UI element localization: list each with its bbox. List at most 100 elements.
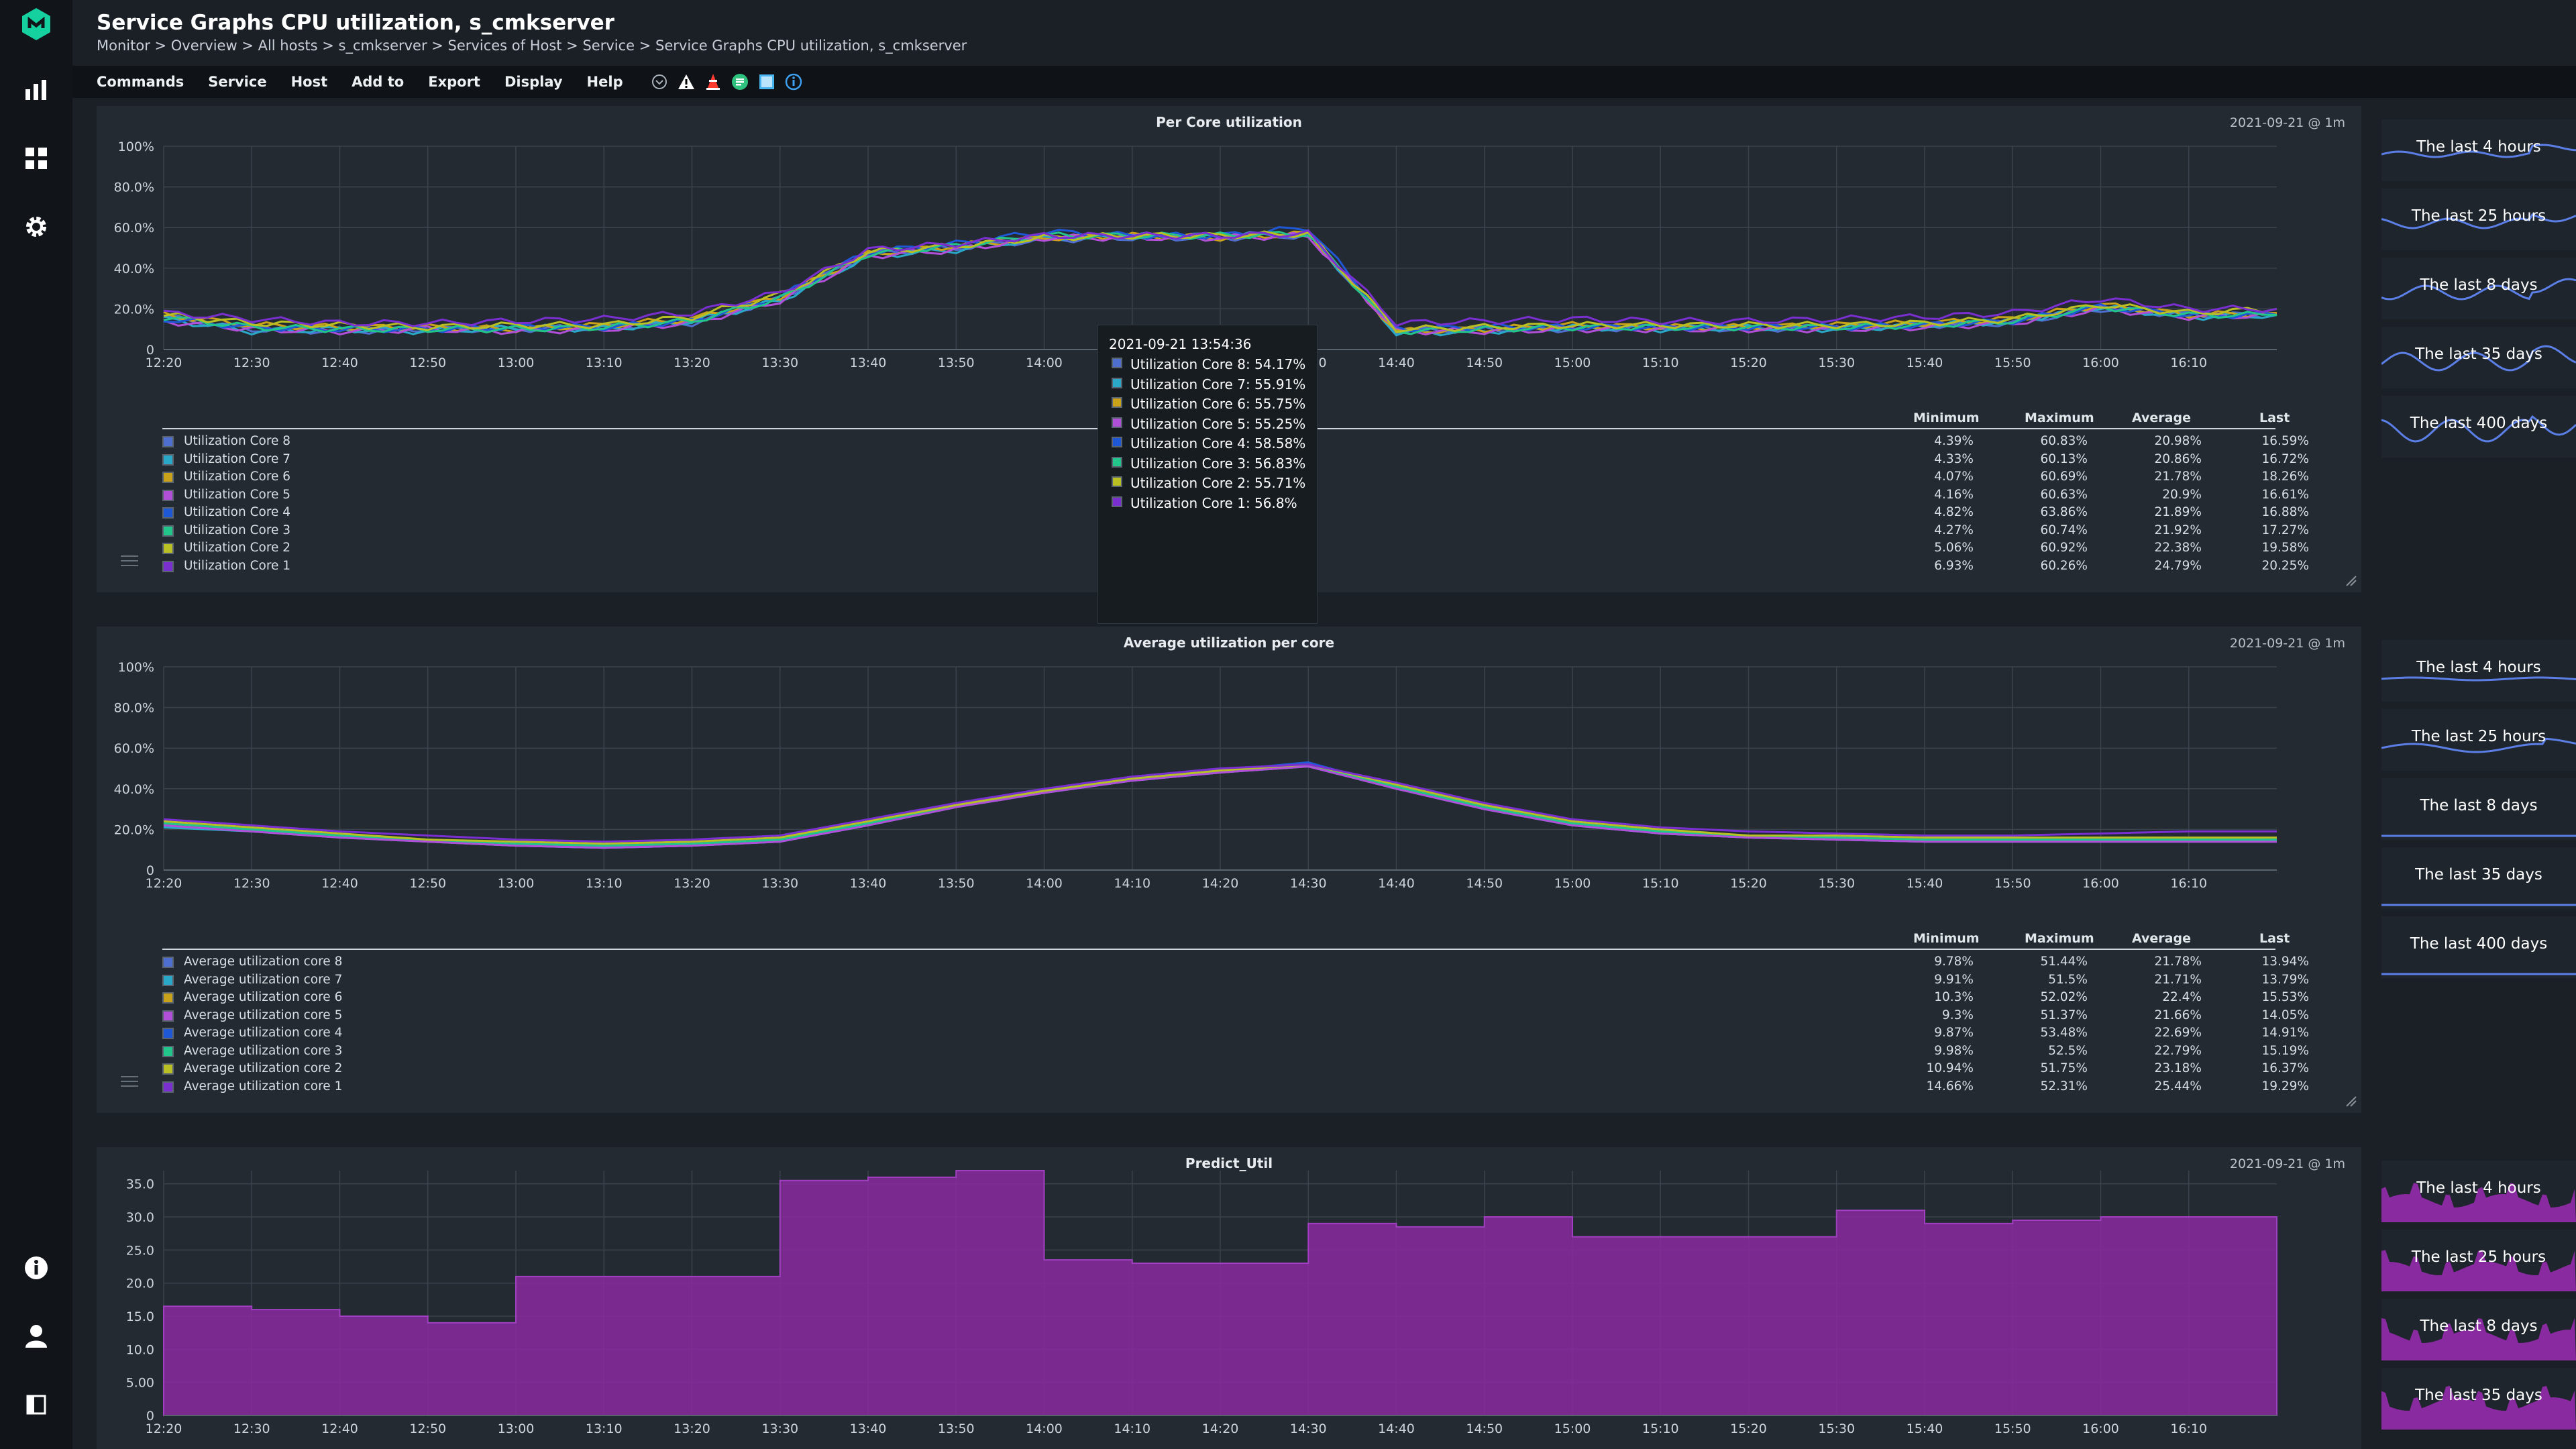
series-line [163, 229, 2277, 327]
menu-host[interactable]: Host [290, 74, 328, 90]
graph-view-icon[interactable] [757, 72, 776, 91]
legend-value-avg: 20.9% [2162, 487, 2202, 502]
legend-col-min[interactable]: Minimum [1913, 411, 1980, 425]
menu-add-to[interactable]: Add to [352, 74, 405, 90]
legend-col-min[interactable]: Minimum [1913, 931, 1980, 946]
legend-value-min: 9.3% [1942, 1008, 1974, 1022]
legend-value-max: 60.83% [2040, 434, 2088, 448]
legend-col-avg[interactable]: Average [2132, 931, 2191, 946]
drag-handle-icon[interactable] [121, 555, 138, 566]
thumbnail-label: The last 8 days [2420, 797, 2538, 814]
thumbnail-label: The last 8 days [2420, 1318, 2538, 1335]
y-tick-label: 100% [118, 660, 154, 675]
y-tick-label: 0 [146, 863, 154, 878]
time-range-thumbnail[interactable]: The last 25 hours [2381, 709, 2576, 771]
x-tick-label: 14:00 [1026, 356, 1063, 370]
x-tick-label: 13:40 [850, 356, 887, 370]
time-range-thumbnail[interactable]: The last 400 days [2381, 916, 2576, 978]
user-icon[interactable] [20, 1320, 52, 1352]
time-range-thumbnail[interactable]: The last 4 hours [2381, 640, 2576, 702]
legend-series-name: Utilization Core 3 [184, 523, 291, 537]
legend-value-last: 16.61% [2261, 487, 2309, 502]
legend-swatch [162, 489, 174, 501]
tooltip-swatch [1112, 358, 1122, 368]
drag-handle-icon[interactable] [121, 1076, 138, 1087]
legend-value-avg: 21.89% [2154, 505, 2202, 519]
legend-value-max: 60.69% [2040, 470, 2088, 484]
legend-col-last[interactable]: Last [2259, 411, 2290, 425]
menu-help[interactable]: Help [586, 74, 623, 90]
setup-icon[interactable] [20, 211, 52, 243]
checkmk-logo-icon[interactable] [20, 8, 52, 40]
per-core-chart[interactable]: 100% 80.0% 60.0% 40.0% 20.0% 012:20 12:30 12:40… [97, 106, 2361, 388]
cone-icon[interactable] [704, 72, 722, 91]
chevron-down-icon[interactable] [650, 72, 669, 91]
y-tick-label: 20.0% [114, 822, 154, 837]
help-icon[interactable] [20, 1252, 52, 1284]
info-icon[interactable] [784, 72, 803, 91]
thumbnail-label: The last 4 hours [2416, 1179, 2541, 1197]
time-range-thumbnail[interactable]: The last 4 hours [2381, 1161, 2576, 1222]
x-tick-label: 15:10 [1642, 876, 1679, 891]
series-line [163, 765, 2277, 849]
legend-value-last: 14.91% [2261, 1026, 2309, 1040]
sidebar-toggle-icon[interactable] [20, 1389, 52, 1421]
legend-value-avg: 20.86% [2154, 451, 2202, 466]
time-range-thumbnail[interactable]: The last 4 hours [2381, 119, 2576, 181]
time-range-thumbnail[interactable]: The last 8 days [2381, 1299, 2576, 1360]
x-tick-label: 15:50 [1994, 356, 2031, 370]
time-range-thumbnail[interactable]: The last 8 days [2381, 258, 2576, 319]
legend-value-last: 15.53% [2261, 990, 2309, 1004]
thumbnail-sparkline [2381, 415, 2576, 443]
legend-value-avg: 21.71% [2154, 972, 2202, 987]
x-tick-label: 14:50 [1466, 1421, 1503, 1436]
legend-value-min: 10.94% [1926, 1061, 1974, 1075]
x-tick-label: 14:40 [1378, 356, 1415, 370]
monitor-icon[interactable] [20, 74, 52, 106]
menu-service[interactable]: Service [208, 74, 267, 90]
x-tick-label: 12:20 [146, 356, 182, 370]
comment-icon[interactable] [731, 72, 749, 91]
time-range-thumbnail[interactable]: The last 400 days [2381, 396, 2576, 458]
legend-series-name: Average utilization core 5 [184, 1008, 343, 1022]
legend-swatch [162, 436, 174, 447]
series-line [163, 763, 2277, 843]
warning-icon[interactable] [677, 72, 696, 91]
time-range-thumbnail[interactable]: The last 8 days [2381, 778, 2576, 840]
resize-handle-icon[interactable] [2345, 1095, 2357, 1108]
x-tick-label: 14:00 [1026, 876, 1063, 891]
time-range-thumbnail[interactable]: The last 25 hours [2381, 1230, 2576, 1291]
menu-commands[interactable]: Commands [97, 74, 184, 90]
legend-value-last: 16.72% [2261, 451, 2309, 466]
resize-handle-icon[interactable] [2345, 575, 2357, 587]
legend-col-max[interactable]: Maximum [2025, 411, 2094, 425]
time-range-thumbnail[interactable]: The last 35 days [2381, 327, 2576, 388]
thumbnail-label: The last 25 hours [2411, 728, 2546, 745]
x-tick-label: 15:10 [1642, 356, 1679, 370]
x-tick-label: 12:50 [409, 1421, 446, 1436]
average-util-chart[interactable]: 100% 80.0% 60.0% 40.0% 20.0% 012:20 12:30 12:40… [97, 627, 2361, 908]
time-range-thumbnail[interactable]: The last 35 days [2381, 1368, 2576, 1430]
time-range-thumbnail[interactable]: The last 25 hours [2381, 189, 2576, 250]
legend-value-avg: 22.79% [2154, 1043, 2202, 1058]
x-tick-label: 15:40 [1907, 1421, 1943, 1436]
legend-value-last: 20.25% [2261, 558, 2309, 573]
menu-display[interactable]: Display [504, 74, 563, 90]
y-tick-label: 0 [146, 1409, 154, 1424]
predict-util-chart[interactable]: 35.0 30.0 25.0 20.0 15.0 10.0 5.00 012:20 12:30 1… [97, 1147, 2361, 1449]
legend-value-last: 13.79% [2261, 972, 2309, 987]
legend-col-last[interactable]: Last [2259, 931, 2290, 946]
legend-series-name: Utilization Core 8 [184, 434, 291, 448]
legend-value-max: 51.75% [2040, 1061, 2088, 1075]
x-tick-label: 13:50 [938, 876, 975, 891]
time-range-thumbnail[interactable]: The last 35 days [2381, 847, 2576, 909]
menu-export[interactable]: Export [428, 74, 480, 90]
legend-col-max[interactable]: Maximum [2025, 931, 2094, 946]
legend-swatch [162, 992, 174, 1004]
legend-col-avg[interactable]: Average [2132, 411, 2191, 425]
tooltip-value: Utilization Core 4: 58.58% [1130, 435, 1306, 451]
breadcrumb[interactable]: Monitor > Overview > All hosts > s_cmkse… [97, 38, 967, 54]
customize-icon[interactable] [20, 142, 52, 174]
legend-value-last: 19.29% [2261, 1079, 2309, 1093]
series-area [163, 1170, 2277, 1416]
